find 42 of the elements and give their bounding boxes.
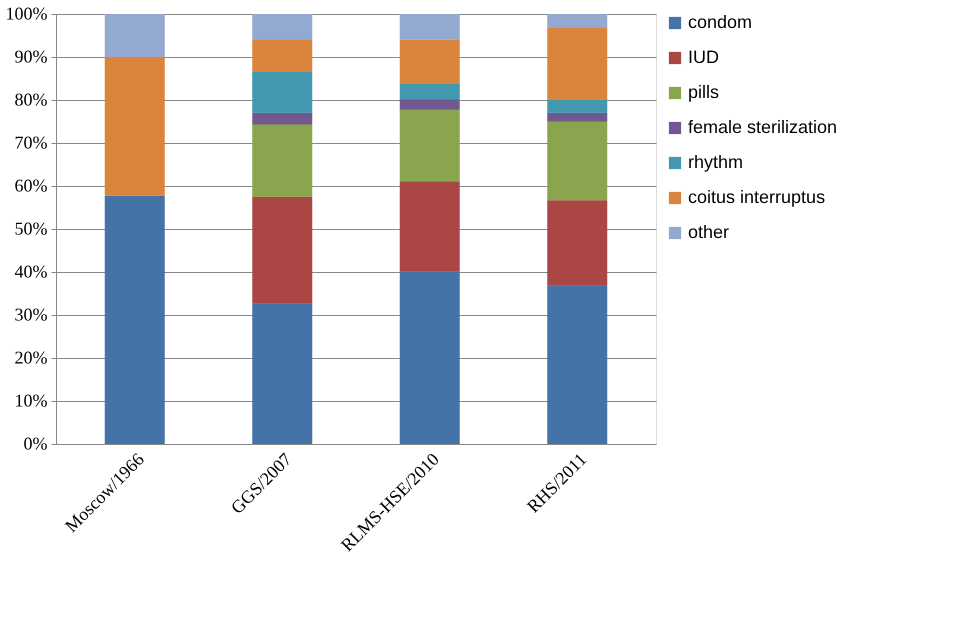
- bar: [252, 112, 312, 125]
- y-tick-label: 100%: [6, 4, 48, 24]
- bar: [547, 285, 608, 444]
- legend-label: female sterilization: [688, 117, 838, 137]
- y-tick-label: 20%: [14, 348, 48, 368]
- bar: [252, 303, 312, 444]
- bar: [400, 83, 460, 100]
- bar: [547, 112, 608, 122]
- bar: [104, 14, 165, 57]
- bar: [547, 14, 608, 28]
- bar: [104, 196, 165, 444]
- bar: [400, 99, 460, 110]
- bar: [400, 14, 460, 40]
- bar: [104, 57, 165, 196]
- y-tick-label: 0%: [24, 434, 48, 454]
- legend-label: pills: [688, 82, 720, 102]
- y-tick-label: 80%: [14, 90, 48, 110]
- bar: [547, 200, 608, 286]
- bar: [252, 196, 312, 304]
- y-tick-label: 60%: [14, 176, 48, 196]
- legend-label: IUD: [688, 47, 719, 67]
- bar: [547, 100, 608, 113]
- legend-label: rhythm: [688, 152, 744, 172]
- bar: [400, 181, 460, 272]
- bar: [547, 122, 608, 200]
- bar: [400, 110, 460, 182]
- bar: [252, 124, 312, 197]
- y-tick-label: 10%: [14, 390, 48, 410]
- y-tick-label: 70%: [14, 132, 48, 152]
- y-tick-label: 50%: [14, 218, 48, 238]
- bar: [252, 72, 312, 113]
- legend-label: coitus interruptus: [688, 187, 826, 207]
- y-tick-label: 40%: [14, 262, 48, 282]
- bar: [252, 14, 312, 40]
- y-tick-label: 90%: [14, 46, 48, 66]
- bar: [400, 40, 460, 84]
- bar: [400, 271, 460, 444]
- bar: [547, 27, 608, 100]
- legend-label: other: [688, 222, 730, 242]
- legend-label: condom: [688, 12, 752, 32]
- y-tick-label: 30%: [14, 304, 48, 324]
- bar: [252, 39, 312, 72]
